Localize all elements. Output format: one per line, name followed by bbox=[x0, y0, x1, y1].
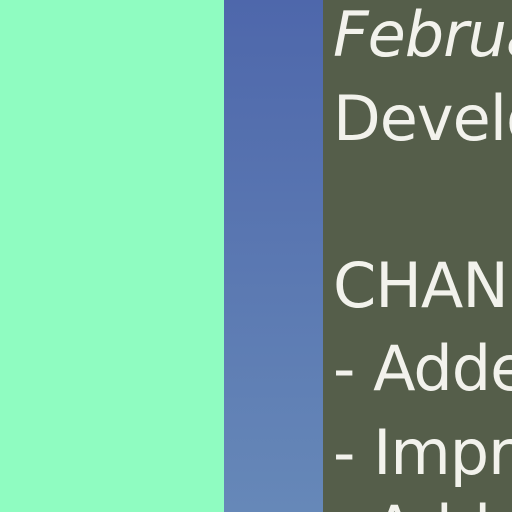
panel-divider bbox=[224, 0, 323, 512]
change-item: - Add bbox=[333, 498, 491, 512]
release-subtitle: Develo bbox=[333, 82, 512, 155]
change-item: - Addec bbox=[333, 332, 512, 405]
left-pane bbox=[0, 0, 224, 512]
changes-heading: CHAN bbox=[333, 249, 509, 322]
release-notes-panel: Februa Develo CHAN - Addec - Impro - Add bbox=[323, 0, 512, 512]
release-date: Februa bbox=[333, 0, 512, 71]
change-item: - Impro bbox=[333, 416, 512, 489]
